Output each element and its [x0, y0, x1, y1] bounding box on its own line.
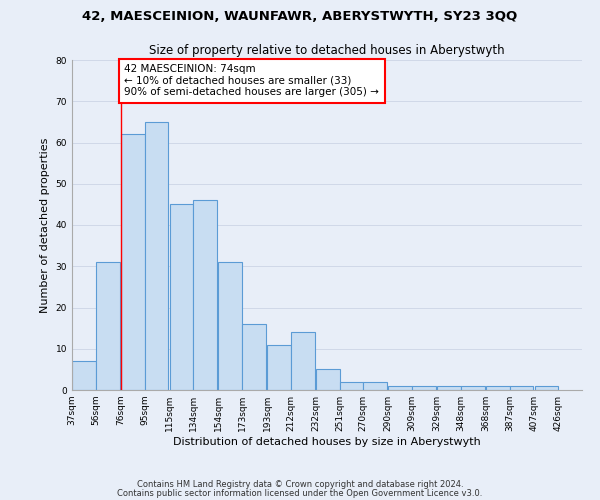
- Bar: [363, 382, 387, 390]
- Bar: [509, 386, 533, 390]
- Bar: [340, 382, 363, 390]
- Bar: [437, 386, 461, 390]
- Bar: [170, 204, 193, 390]
- Text: 42, MAESCEINION, WAUNFAWR, ABERYSTWYTH, SY23 3QQ: 42, MAESCEINION, WAUNFAWR, ABERYSTWYTH, …: [82, 10, 518, 23]
- Title: Size of property relative to detached houses in Aberystwyth: Size of property relative to detached ho…: [149, 44, 505, 58]
- Text: 42 MAESCEINION: 74sqm
← 10% of detached houses are smaller (33)
90% of semi-deta: 42 MAESCEINION: 74sqm ← 10% of detached …: [125, 64, 379, 98]
- Bar: [242, 324, 266, 390]
- Y-axis label: Number of detached properties: Number of detached properties: [40, 138, 50, 312]
- Bar: [412, 386, 436, 390]
- Bar: [486, 386, 509, 390]
- Bar: [388, 386, 412, 390]
- Bar: [291, 332, 314, 390]
- Bar: [535, 386, 558, 390]
- Bar: [267, 344, 291, 390]
- Bar: [96, 262, 119, 390]
- Bar: [218, 262, 242, 390]
- Bar: [193, 200, 217, 390]
- Text: Contains public sector information licensed under the Open Government Licence v3: Contains public sector information licen…: [118, 488, 482, 498]
- Bar: [316, 370, 340, 390]
- Bar: [121, 134, 145, 390]
- Bar: [145, 122, 168, 390]
- Bar: [72, 361, 96, 390]
- Text: Contains HM Land Registry data © Crown copyright and database right 2024.: Contains HM Land Registry data © Crown c…: [137, 480, 463, 489]
- Bar: [461, 386, 485, 390]
- X-axis label: Distribution of detached houses by size in Aberystwyth: Distribution of detached houses by size …: [173, 437, 481, 447]
